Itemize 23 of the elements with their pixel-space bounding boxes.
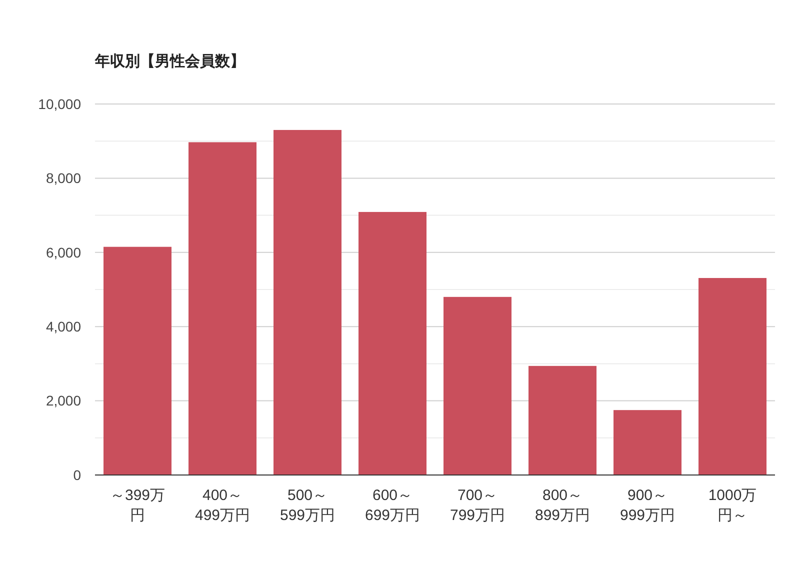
bar xyxy=(614,410,682,475)
x-tick-label: 800～899万円 xyxy=(534,487,590,524)
y-tick-label: 0 xyxy=(73,466,82,483)
x-tick-label: 900～999万円 xyxy=(620,487,676,524)
y-tick-label: 2,000 xyxy=(46,392,82,409)
bar xyxy=(444,296,512,475)
x-tick-label: 700～799万円 xyxy=(450,487,506,524)
x-tick-label: 400～499万円 xyxy=(194,487,250,524)
bar xyxy=(188,142,256,475)
bar xyxy=(104,246,172,475)
bar xyxy=(528,366,596,475)
y-tick-label: 6,000 xyxy=(46,244,82,260)
bar xyxy=(274,130,342,475)
chart-title: 年収別【男性会員数】 xyxy=(94,53,245,70)
y-tick-label: 10,000 xyxy=(38,96,82,112)
x-tick-label: ～399万円 xyxy=(110,487,166,524)
bar xyxy=(698,278,766,475)
x-tick-label: 600～699万円 xyxy=(364,487,420,524)
x-tick-label: 1000万円～ xyxy=(708,487,757,524)
y-tick-label: 8,000 xyxy=(46,170,82,186)
bar xyxy=(358,212,426,475)
x-tick-label: 500～599万円 xyxy=(280,487,336,524)
y-tick-label: 4,000 xyxy=(46,318,82,334)
